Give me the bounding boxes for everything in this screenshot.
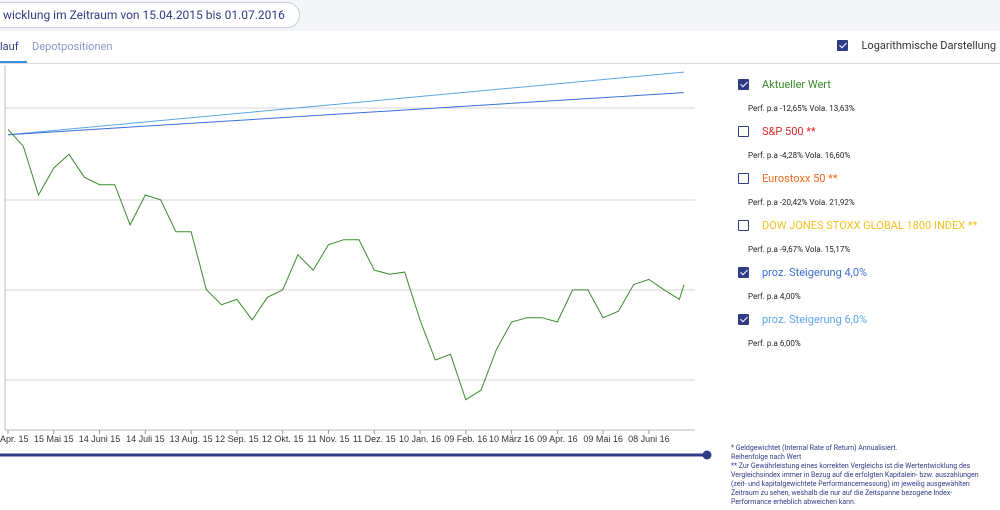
legend-label: DOW JONES STOXX GLOBAL 1800 INDEX ** (762, 219, 978, 232)
legend-checkbox[interactable] (738, 173, 749, 184)
footnote-line: ** Zur Gewährleistung eines korrekten Ve… (731, 462, 971, 470)
legend-checkbox[interactable] (738, 79, 749, 90)
legend-item[interactable]: Eurostoxx 50 ** Perf. p.a -20,42% Vola. 2… (738, 172, 998, 219)
legend-entry[interactable]: proz. Steigerung 4,0% (738, 266, 867, 279)
x-tick-label: 09 Feb. 16 (444, 434, 487, 444)
legend-perf: Perf. p.a -20,42% Vola. 21,92% (748, 198, 855, 207)
footnote-line: (zeit- und kapitalgewichtete Performance… (731, 480, 970, 488)
log-checkbox[interactable] (836, 40, 848, 51)
legend-checkbox[interactable] (738, 126, 749, 137)
x-tick-label: 09 Mai 16 (583, 434, 623, 444)
legend-checkbox[interactable] (738, 267, 749, 278)
series-line (7, 92, 685, 136)
legend-perf: Perf. p.a -9,67% Vola. 15,17% (748, 245, 851, 254)
legend-label: Eurostoxx 50 ** (762, 172, 838, 185)
legend-checkbox[interactable] (738, 220, 749, 231)
legend-entry[interactable]: Eurostoxx 50 ** (738, 172, 838, 185)
x-tick-label: 12 Sep. 15 (215, 434, 259, 444)
footnotes: * Geldgewichtet (Internal Rate of Return… (731, 444, 999, 507)
legend-perf: Perf. p.a -12,65% Vola. 13,63% (748, 104, 855, 113)
top-bar: wicklung im Zeitraum von 15.04.2015 bis … (0, 0, 1000, 31)
x-tick-label: 13 Aug. 15 (170, 434, 213, 444)
x-tick-label: 11 Nov. 15 (307, 434, 349, 444)
footnote-line: Reihenfolge nach Wert (731, 453, 802, 461)
legend: Aktueller Wert Perf. p.a -12,65% Vola. 13… (738, 78, 998, 360)
x-tick-label: 10 März 16 (489, 434, 534, 444)
x-tick-label: 14 Juli 15 (126, 434, 165, 444)
footnote-line: Vergleichsindex immer in Bezug auf die e… (731, 471, 979, 479)
legend-item[interactable]: proz. Steigerung 4,0% Perf. p.a 4,00% (738, 266, 998, 313)
log-option-label: Logarithmische Darstellung (861, 39, 997, 52)
legend-item[interactable]: DOW JONES STOXX GLOBAL 1800 INDEX ** Perf… (738, 219, 998, 266)
legend-checkbox[interactable] (738, 314, 749, 325)
series-line (7, 129, 685, 401)
series-line (7, 71, 685, 136)
legend-item[interactable]: proz. Steigerung 6,0% Perf. p.a 6,00% (738, 313, 998, 360)
x-tick-label: 10 Jan. 16 (399, 434, 441, 444)
footnote-line: Performance erheblich abweichen kann. (731, 498, 856, 506)
tab-bar: lauf Depotpositionen Logarithmische Dars… (0, 31, 1000, 64)
slider-handle[interactable] (702, 450, 712, 460)
x-tick-label: 14 Juni 15 (79, 434, 121, 444)
x-tick-label: 08 Juni 16 (628, 434, 670, 444)
tab[interactable]: lauf (0, 40, 19, 53)
x-tick-label: 09 Apr. 16 (537, 434, 578, 444)
x-tick-label: 11 Dez. 15 (353, 434, 396, 444)
legend-perf: Perf. p.a 6,00% (748, 339, 801, 348)
legend-perf: Perf. p.a -4,28% Vola. 16,60% (748, 151, 851, 160)
legend-label: proz. Steigerung 6,0% (762, 313, 868, 326)
legend-item[interactable]: S&P 500 ** Perf. p.a -4,28% Vola. 16,60% (738, 125, 998, 172)
legend-label: Aktueller Wert (762, 78, 831, 91)
legend-label: proz. Steigerung 4,0% (762, 266, 868, 279)
tab-underline (0, 61, 27, 63)
legend-perf: Perf. p.a 4,00% (748, 292, 801, 301)
period-title: wicklung im Zeitraum von 15.04.2015 bis … (0, 2, 300, 28)
footnote-line: Zeitraum zu sehen, weshalb die nur auf d… (731, 489, 953, 497)
tab[interactable]: Depotpositionen (32, 40, 113, 53)
grid (4, 65, 695, 431)
x-tick-label: 12 Okt. 15 (262, 434, 304, 444)
legend-entry[interactable]: proz. Steigerung 6,0% (738, 313, 867, 326)
legend-entry[interactable]: S&P 500 ** (738, 125, 816, 138)
legend-entry[interactable]: DOW JONES STOXX GLOBAL 1800 INDEX ** (738, 219, 977, 232)
legend-item[interactable]: Aktueller Wert Perf. p.a -12,65% Vola. 13… (738, 78, 998, 125)
log-option[interactable]: Logarithmische Darstellung (836, 39, 997, 52)
x-tick-label: Apr. 15 (0, 434, 29, 444)
legend-label: S&P 500 ** (762, 125, 816, 138)
legend-entry[interactable]: Aktueller Wert (738, 78, 831, 91)
x-tick-label: 15 Mai 15 (34, 434, 74, 444)
footnote-line: * Geldgewichtet (Internal Rate of Return… (731, 444, 898, 452)
